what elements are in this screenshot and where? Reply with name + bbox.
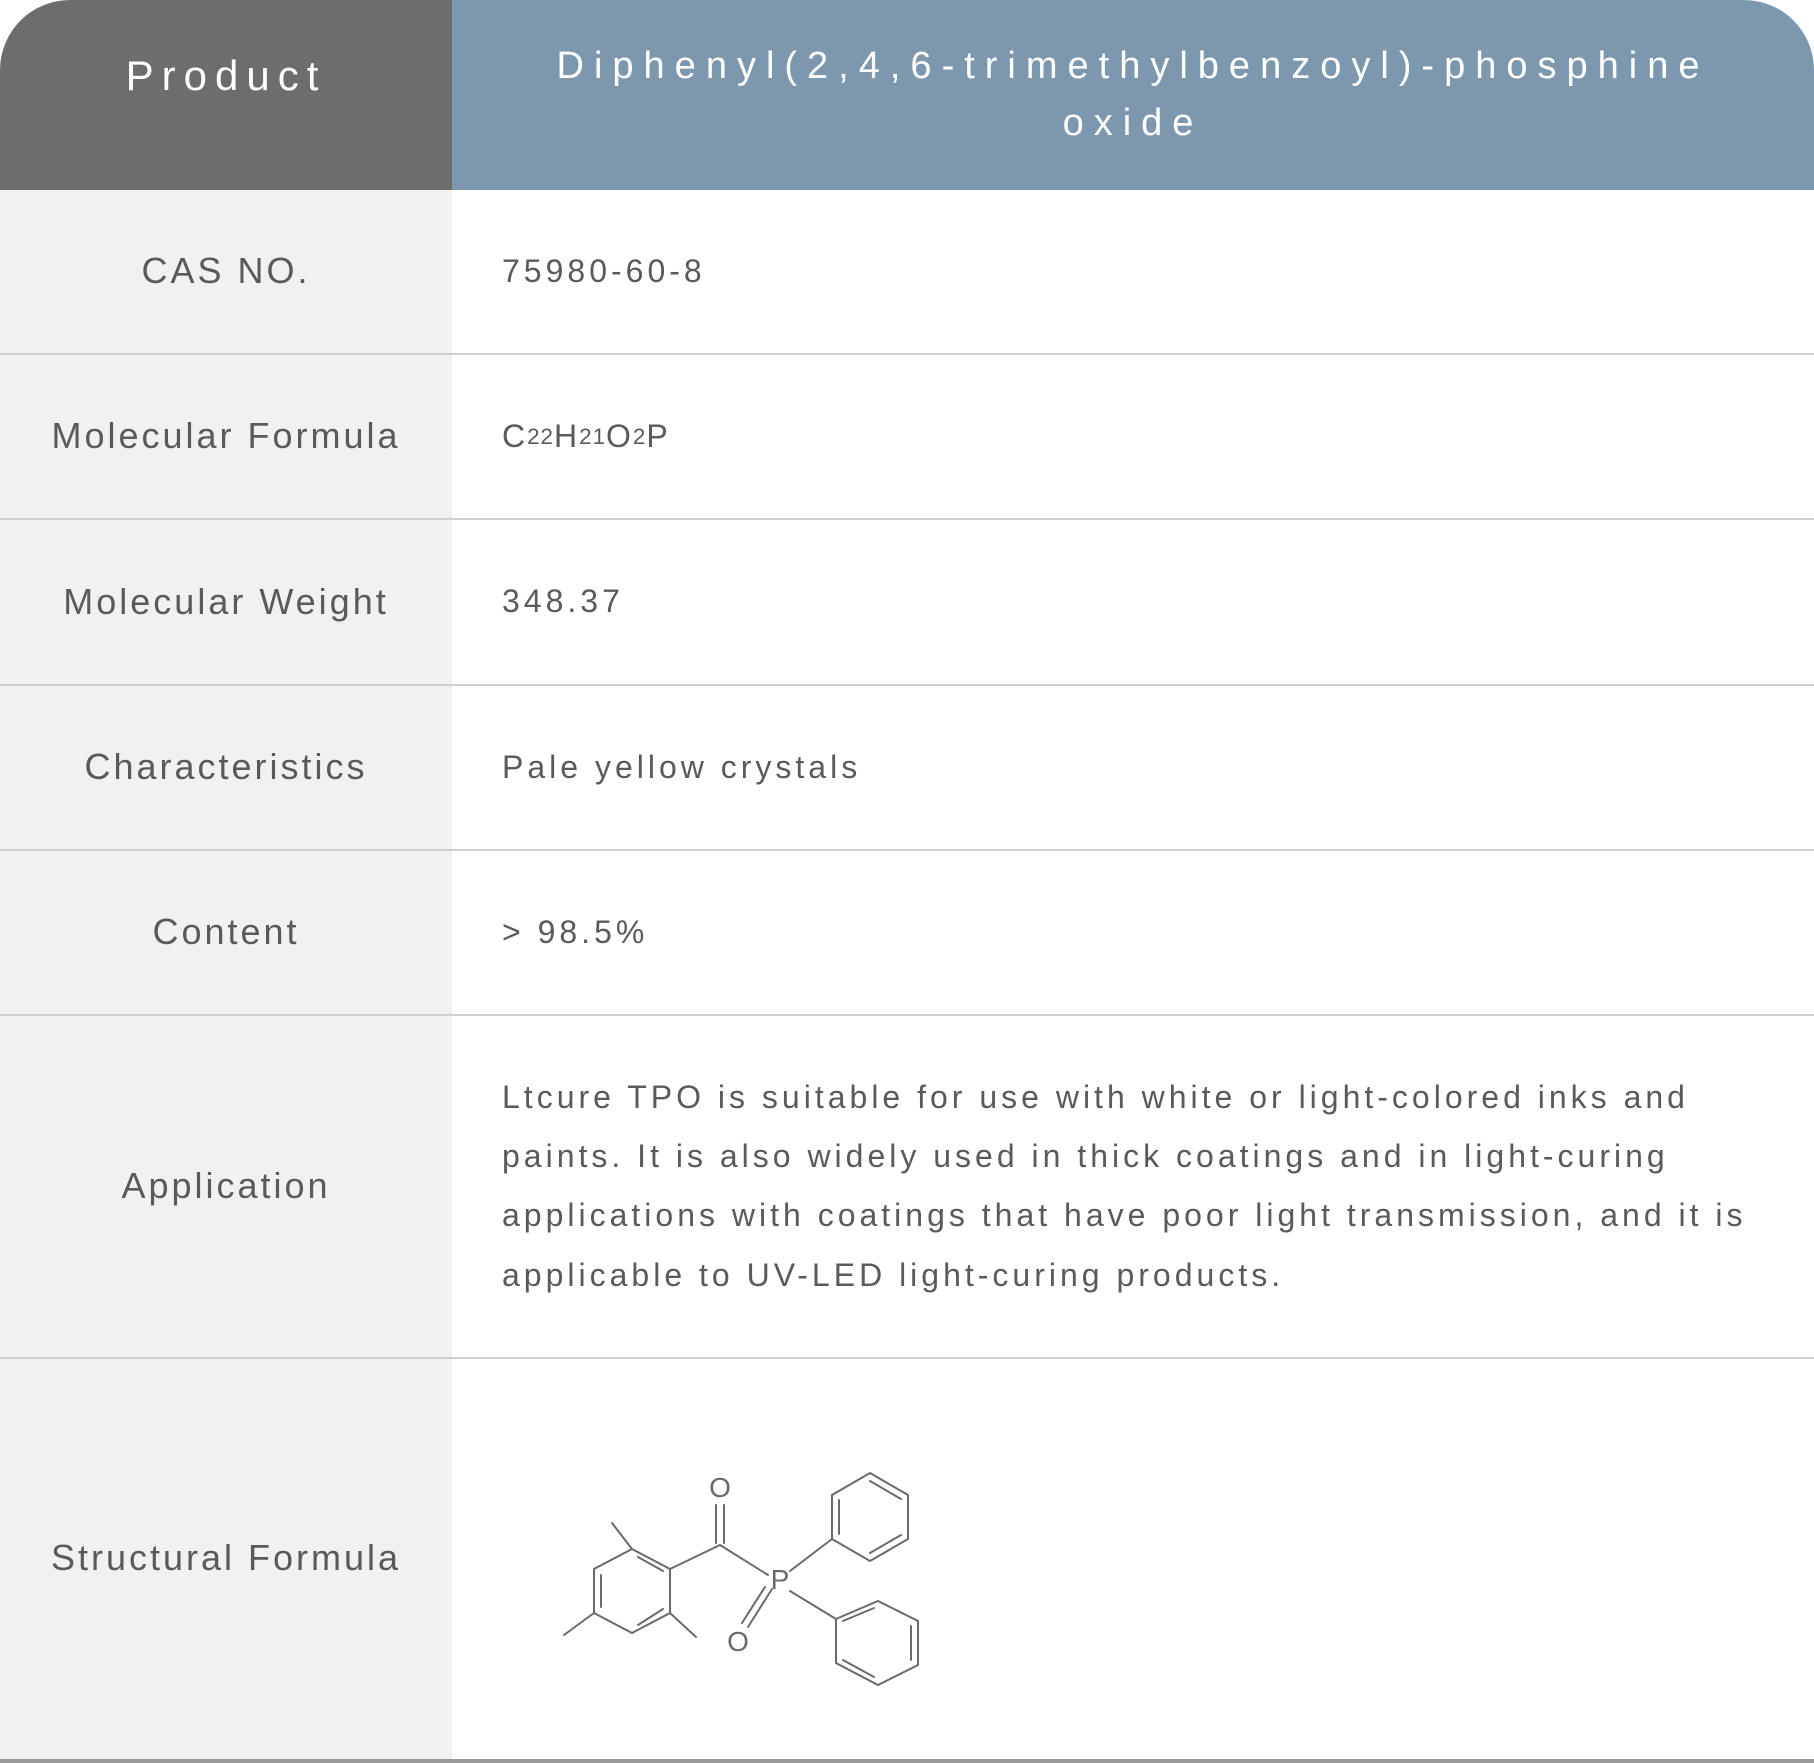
row-label: CAS NO. xyxy=(0,190,452,353)
row-value: 348.37 xyxy=(452,520,1814,683)
row-label: Characteristics xyxy=(0,686,452,849)
header-value: Diphenyl(2,4,6-trimethylbenzoyl)-phosphi… xyxy=(452,0,1814,190)
row-content: Content > 98.5% xyxy=(0,851,1814,1016)
row-label: Content xyxy=(0,851,452,1014)
row-characteristics: Characteristics Pale yellow crystals xyxy=(0,686,1814,851)
structure-cell: #structure-g{display:none} O P O xyxy=(452,1359,1814,1759)
row-application: Application Ltcure TPO is suitable for u… xyxy=(0,1016,1814,1359)
row-label: Molecular Weight xyxy=(0,520,452,683)
product-table: Product Diphenyl(2,4,6-trimethylbenzoyl)… xyxy=(0,0,1814,1763)
row-label: Application xyxy=(0,1016,452,1357)
header-row: Product Diphenyl(2,4,6-trimethylbenzoyl)… xyxy=(0,0,1814,190)
row-formula: Molecular Formula C22H21O2P xyxy=(0,355,1814,520)
row-structure: Structural Formula xyxy=(0,1359,1814,1763)
row-label: Structural Formula xyxy=(0,1359,452,1759)
row-value: C22H21O2P xyxy=(452,355,1814,518)
row-cas: CAS NO. 75980-60-8 xyxy=(0,190,1814,355)
row-value: Ltcure TPO is suitable for use with whit… xyxy=(452,1016,1814,1357)
row-label: Molecular Formula xyxy=(0,355,452,518)
row-value: 75980-60-8 xyxy=(452,190,1814,353)
row-value: Pale yellow crystals xyxy=(452,686,1814,849)
row-value: > 98.5% xyxy=(452,851,1814,1014)
svg-text:O: O xyxy=(727,1626,749,1657)
structural-formula-diagram: #structure-g{display:none} O P O xyxy=(502,1389,1022,1729)
header-label: Product xyxy=(0,0,452,190)
row-weight: Molecular Weight 348.37 xyxy=(0,520,1814,685)
svg-text:P: P xyxy=(771,1564,790,1595)
svg-text:O: O xyxy=(709,1472,731,1503)
